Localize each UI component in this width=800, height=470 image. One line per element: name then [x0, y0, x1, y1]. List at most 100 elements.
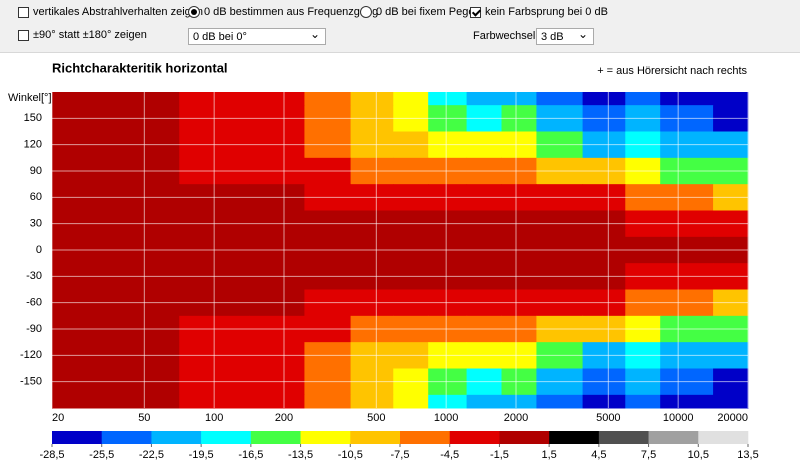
y-tick-label: 0: [36, 244, 42, 256]
radio-dot: [188, 6, 200, 18]
colorbar-label: -25,5: [89, 449, 114, 461]
colorbar-bin: [151, 431, 202, 444]
radio[interactable]: 0 dB bestimmen aus Frequenzgang: [188, 6, 378, 18]
heatmap-cell: [625, 394, 661, 409]
y-tick-label: 120: [24, 139, 42, 151]
y-tick-label: -150: [20, 376, 42, 388]
heatmap-cell: [713, 394, 749, 409]
heatmap-cell: [52, 394, 99, 409]
y-axis-label: Winkel[°]: [8, 92, 52, 104]
y-tick-label: 150: [24, 112, 42, 124]
checkbox-label: vertikales Abstrahlverhalten zeigen: [33, 6, 203, 18]
colorbar-label: 4,5: [591, 449, 606, 461]
x-tick-label: 200: [275, 412, 293, 424]
heatmap-cell: [660, 92, 714, 106]
colorbar-bin: [598, 431, 649, 444]
y-tick-label: 90: [30, 165, 42, 177]
x-tick-label: 10000: [663, 412, 694, 424]
heatmap-cell: [350, 394, 394, 409]
checkbox-box: [470, 6, 481, 18]
colorbar-bin: [52, 431, 103, 444]
colorbar-bin: [549, 431, 600, 444]
x-tick-label: 2000: [504, 412, 528, 424]
heatmap-cell: [466, 394, 503, 409]
colorbar-label: 7,5: [641, 449, 656, 461]
heatmap-cell: [582, 394, 626, 409]
heatmap-cell: [428, 394, 468, 409]
dropdown[interactable]: 3 dB: [536, 26, 594, 45]
checkbox-label: kein Farbsprung bei 0 dB: [485, 6, 608, 18]
colorbar-label: -10,5: [338, 449, 363, 461]
colorbar-label: -19,5: [189, 449, 214, 461]
colorbar-bin: [698, 431, 749, 444]
heatmap-cell: [660, 394, 714, 409]
heatmap-cell: [466, 92, 503, 106]
x-tick-label: 100: [205, 412, 223, 424]
colorbar-label: -4,5: [440, 449, 459, 461]
chart-title: Richtcharakteritik horizontal: [52, 60, 228, 75]
x-tick-label: 50: [138, 412, 150, 424]
colorbar-label: -7,5: [391, 449, 410, 461]
colorbar-bin: [250, 431, 301, 444]
heatmap-cell: [52, 92, 99, 106]
dropdown[interactable]: 0 dB bei 0°: [188, 26, 326, 45]
radio-label: 0 dB bei fixem Pegel: [376, 6, 477, 18]
colorbar-bin: [350, 431, 401, 444]
colorbar-bin: [201, 431, 252, 444]
colorbar-bin: [101, 431, 152, 444]
chart-note: + = aus Hörersicht nach rechts: [597, 65, 747, 77]
checkbox[interactable]: ±90° statt ±180° zeigen: [18, 29, 147, 41]
heatmap-cell: [582, 92, 626, 106]
chart: Richtcharakteritik horizontal + = aus Hö…: [8, 60, 759, 461]
heatmap-cell: [501, 394, 537, 409]
heatmap-cell: [350, 92, 394, 106]
y-tick-label: 60: [30, 191, 42, 203]
heatmap-cell: [501, 92, 537, 106]
y-tick-label: -60: [26, 297, 42, 309]
y-tick-label: -30: [26, 270, 42, 282]
radio-dot: [360, 6, 372, 18]
heatmap-cell: [393, 394, 429, 409]
colorbar-label: 10,5: [688, 449, 709, 461]
checkbox[interactable]: kein Farbsprung bei 0 dB: [470, 6, 608, 18]
colorbar-label: 13,5: [737, 449, 758, 461]
colorbar-bin: [499, 431, 550, 444]
heatmap-cell: [304, 92, 352, 106]
colorbar-label: -28,5: [39, 449, 64, 461]
y-tick-label: 30: [30, 218, 42, 230]
colorbar-label: -13,5: [288, 449, 313, 461]
radio-label: 0 dB bestimmen aus Frequenzgang: [204, 6, 379, 18]
colorbar-bin: [648, 431, 699, 444]
checkbox-box: [18, 29, 29, 41]
heatmap-cell: [536, 92, 584, 106]
x-tick-label: 5000: [596, 412, 620, 424]
heatmap-cell: [98, 92, 180, 106]
heatmap-cell: [428, 92, 468, 106]
radio[interactable]: 0 dB bei fixem Pegel: [360, 6, 477, 18]
checkbox-label: ±90° statt ±180° zeigen: [33, 29, 147, 41]
colorbar-bin: [400, 431, 451, 444]
heatmap-cell: [98, 394, 180, 409]
colorbar-label: -16,5: [238, 449, 263, 461]
checkbox[interactable]: vertikales Abstrahlverhalten zeigen: [18, 6, 203, 18]
heatmap-cell: [393, 92, 429, 106]
heatmap-cell: [304, 394, 352, 409]
heatmap-cell: [249, 92, 305, 106]
colorbar-label: -22,5: [139, 449, 164, 461]
control-panel: vertikales Abstrahlverhalten zeigen ±90°…: [0, 0, 800, 53]
colorbar-label: 1,5: [541, 449, 556, 461]
colorbar-bin: [300, 431, 351, 444]
x-tick-label: 500: [367, 412, 385, 424]
heatmap-cell: [249, 394, 305, 409]
x-tick-label: 1000: [434, 412, 458, 424]
heatmap-cell: [536, 394, 584, 409]
x-tick-label: 20000: [717, 412, 748, 424]
colorbar-label: -1,5: [490, 449, 509, 461]
checkbox-box: [18, 6, 29, 18]
colorbar-bin: [449, 431, 500, 444]
y-tick-label: -90: [26, 323, 42, 335]
heatmap-cell: [713, 92, 749, 106]
heatmap-cell: [625, 92, 661, 106]
y-tick-label: -120: [20, 349, 42, 361]
